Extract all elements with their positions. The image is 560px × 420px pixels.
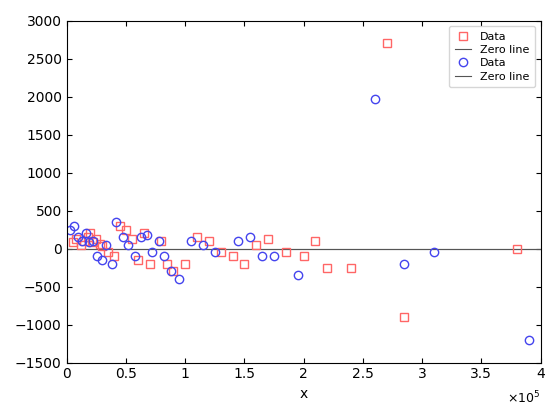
Text: $\times10^5$: $\times10^5$ [507,390,540,407]
Legend: Data, Zero line, Data, Zero line: Data, Zero line, Data, Zero line [449,26,535,87]
X-axis label: x: x [300,387,308,401]
